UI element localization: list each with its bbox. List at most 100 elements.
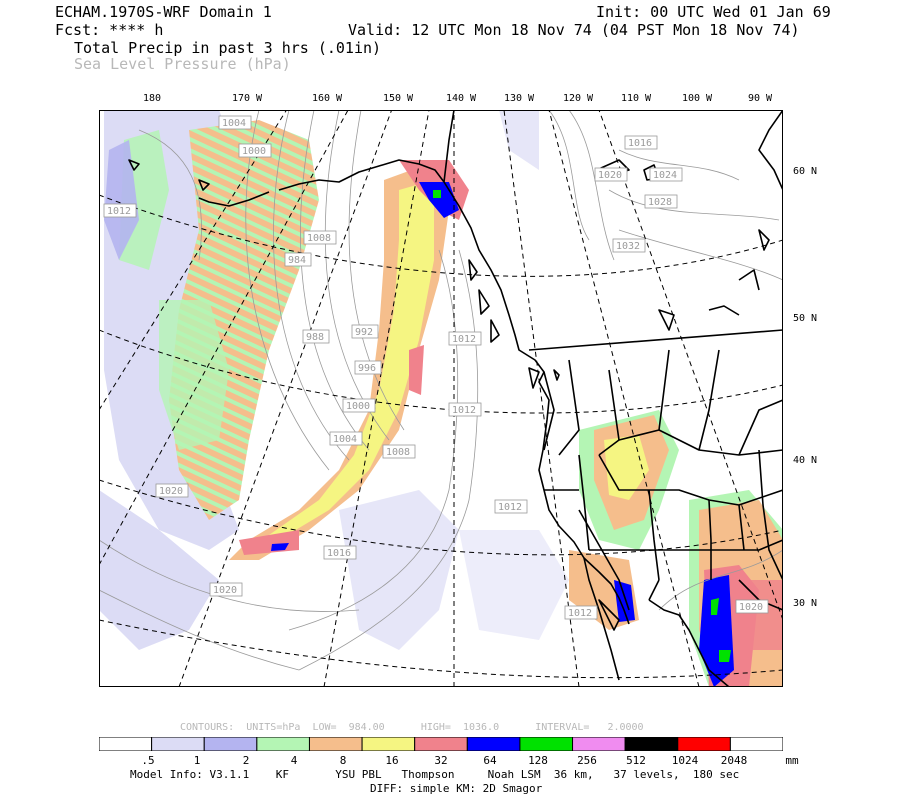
isobar-label: 1016 bbox=[624, 135, 658, 150]
svg-text:1012: 1012 bbox=[107, 206, 131, 217]
svg-text:984: 984 bbox=[288, 255, 306, 266]
legend-label: 8 bbox=[339, 754, 347, 767]
isobar-label: 1024 bbox=[649, 167, 683, 182]
svg-text:992: 992 bbox=[355, 327, 373, 338]
lon-label: 180 bbox=[142, 93, 162, 104]
isobar-label: 1008 bbox=[382, 444, 416, 459]
legend-unit: mm bbox=[785, 754, 799, 767]
isobar-label: 1008 bbox=[303, 230, 337, 245]
svg-text:1012: 1012 bbox=[452, 334, 476, 345]
legend-label: 2 bbox=[242, 754, 250, 767]
legend-swatch bbox=[677, 737, 731, 751]
forecast-hour: Fcst: **** h bbox=[55, 21, 164, 39]
legend-label: .5 bbox=[141, 754, 155, 767]
color-legend bbox=[99, 737, 783, 751]
svg-text:1000: 1000 bbox=[242, 146, 266, 157]
valid-time: Valid: 12 UTC Mon 18 Nov 74 (04 PST Mon … bbox=[348, 21, 800, 39]
legend-label: 16 bbox=[385, 754, 399, 767]
legend-swatch bbox=[256, 737, 310, 751]
svg-text:988: 988 bbox=[306, 332, 324, 343]
legend-label: 128 bbox=[528, 754, 548, 767]
isobar-label: 1028 bbox=[644, 194, 678, 209]
frontal-precip-band bbox=[229, 160, 449, 560]
svg-text:1020: 1020 bbox=[213, 585, 237, 596]
isobar-label: 996 bbox=[354, 360, 382, 375]
svg-text:1020: 1020 bbox=[598, 170, 622, 181]
isobar-label: 1020 bbox=[209, 582, 243, 597]
lon-label: 170 W bbox=[231, 93, 263, 104]
svg-text:1020: 1020 bbox=[739, 602, 763, 613]
lon-label: 120 W bbox=[562, 93, 594, 104]
svg-text:996: 996 bbox=[358, 363, 376, 374]
legend-swatch bbox=[466, 737, 521, 751]
isobar-label: 1012 bbox=[448, 402, 482, 417]
svg-text:1012: 1012 bbox=[568, 608, 592, 619]
svg-text:1024: 1024 bbox=[653, 170, 677, 181]
svg-text:1012: 1012 bbox=[498, 502, 522, 513]
graticule bbox=[99, 110, 783, 687]
svg-text:1004: 1004 bbox=[222, 118, 246, 129]
lon-label: 130 W bbox=[503, 93, 535, 104]
svg-text:1032: 1032 bbox=[616, 241, 640, 252]
svg-text:1000: 1000 bbox=[346, 401, 370, 412]
lon-label: 160 W bbox=[311, 93, 343, 104]
coastlines bbox=[128, 110, 783, 687]
legend-label: 32 bbox=[434, 754, 448, 767]
legend-swatch bbox=[572, 737, 626, 751]
svg-text:1016: 1016 bbox=[327, 548, 351, 559]
legend-swatch bbox=[308, 737, 363, 751]
isobar-label: 984 bbox=[284, 252, 312, 267]
legend-label: 2048 bbox=[720, 754, 748, 767]
legend-swatch bbox=[361, 737, 416, 751]
model-title: ECHAM.1970S-WRF Domain 1 bbox=[55, 3, 272, 21]
diffusion-info: DIFF: simple KM: 2D Smagor bbox=[370, 782, 543, 795]
legend-swatch bbox=[624, 737, 679, 751]
legend-label: 1024 bbox=[671, 754, 699, 767]
isobar-label: 1012 bbox=[494, 499, 528, 514]
isobar-label: 1004 bbox=[218, 115, 252, 130]
precip-map: 1004 1000 1012 1008 984 988 992 996 1000… bbox=[99, 110, 783, 687]
legend-label: 256 bbox=[577, 754, 597, 767]
legend-swatch bbox=[729, 737, 783, 751]
isobar-label: 1012 bbox=[564, 605, 598, 620]
isobar-label: 1032 bbox=[612, 238, 646, 253]
isobar-label: 988 bbox=[302, 329, 330, 344]
legend-label: 4 bbox=[290, 754, 298, 767]
legend-label: 512 bbox=[626, 754, 646, 767]
legend-label: 1 bbox=[193, 754, 201, 767]
init-time: Init: 00 UTC Wed 01 Jan 69 bbox=[596, 3, 831, 21]
isobar-label: 992 bbox=[351, 324, 379, 339]
field-precip-title: Total Precip in past 3 hrs (.01in) bbox=[74, 39, 382, 57]
isobar-label: 1016 bbox=[323, 545, 357, 560]
lat-label: 40 N bbox=[793, 455, 818, 466]
lat-label: 50 N bbox=[793, 313, 818, 324]
svg-text:1028: 1028 bbox=[648, 197, 672, 208]
isobar-label: 1012 bbox=[448, 331, 482, 346]
lat-label: 60 N bbox=[793, 166, 818, 177]
isobar-label: 1000 bbox=[238, 143, 272, 158]
lon-label: 90 W bbox=[747, 93, 773, 104]
legend-swatch bbox=[151, 737, 205, 751]
isobar-label: 1020 bbox=[735, 599, 769, 614]
lat-label: 30 N bbox=[793, 598, 818, 609]
svg-text:1012: 1012 bbox=[452, 405, 476, 416]
svg-text:1008: 1008 bbox=[386, 447, 410, 458]
svg-text:1008: 1008 bbox=[307, 233, 331, 244]
legend-swatch bbox=[519, 737, 574, 751]
lon-label: 110 W bbox=[620, 93, 652, 104]
isobar-label: 1020 bbox=[155, 483, 189, 498]
isobar-label: 1004 bbox=[329, 431, 363, 446]
lon-label: 150 W bbox=[382, 93, 414, 104]
legend-swatch bbox=[414, 737, 468, 751]
legend-label: 64 bbox=[483, 754, 497, 767]
model-info: Model Info: V3.1.1 KF YSU PBL Thompson N… bbox=[130, 768, 740, 781]
isobar-label: 1020 bbox=[594, 167, 628, 182]
legend-swatch bbox=[203, 737, 258, 751]
isobar-label: 1000 bbox=[342, 398, 376, 413]
svg-text:1004: 1004 bbox=[333, 434, 357, 445]
lon-label: 140 W bbox=[445, 93, 477, 104]
svg-text:1020: 1020 bbox=[159, 486, 183, 497]
isobar-label: 1012 bbox=[103, 203, 137, 218]
legend-swatch bbox=[99, 737, 153, 751]
svg-text:1016: 1016 bbox=[628, 138, 652, 149]
